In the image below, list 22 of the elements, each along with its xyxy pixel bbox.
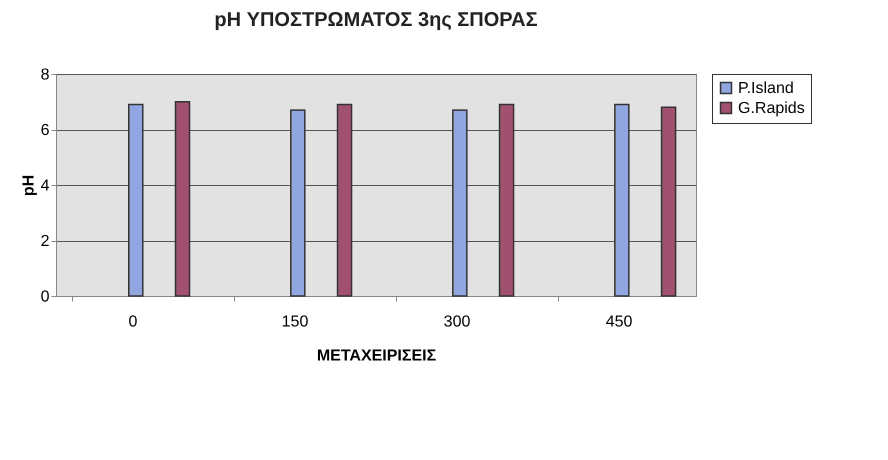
y-tick-label: 4 xyxy=(40,178,50,194)
x-tick-label: 150 xyxy=(282,314,308,330)
y-tick-label: 8 xyxy=(40,66,50,84)
x-tick-label: 0 xyxy=(128,314,138,330)
legend-label: G.Rapids xyxy=(738,100,805,117)
y-tick-label: 2 xyxy=(40,233,50,250)
y-tick-label: 0 xyxy=(40,288,50,306)
x-tick-label: 450 xyxy=(606,314,632,330)
legend-label: P.Island xyxy=(738,80,794,97)
bar xyxy=(660,106,676,297)
bar xyxy=(452,109,468,297)
bar xyxy=(174,101,190,297)
bar xyxy=(336,104,352,297)
bar xyxy=(498,104,514,297)
bar xyxy=(290,109,306,297)
y-axis-title: pH xyxy=(20,174,38,196)
chart-title: pH ΥΠΟΣΤΡΩΜΑΤΟΣ 3ης ΣΠΟΡΑΣ xyxy=(214,9,538,31)
x-axis-title: ΜΕΤΑΧΕΙΡΙΣΕΙΣ xyxy=(316,348,437,364)
bar xyxy=(128,104,144,297)
x-tick-label: 300 xyxy=(444,314,470,330)
bar xyxy=(614,104,630,297)
y-tick-label: 6 xyxy=(40,122,50,139)
